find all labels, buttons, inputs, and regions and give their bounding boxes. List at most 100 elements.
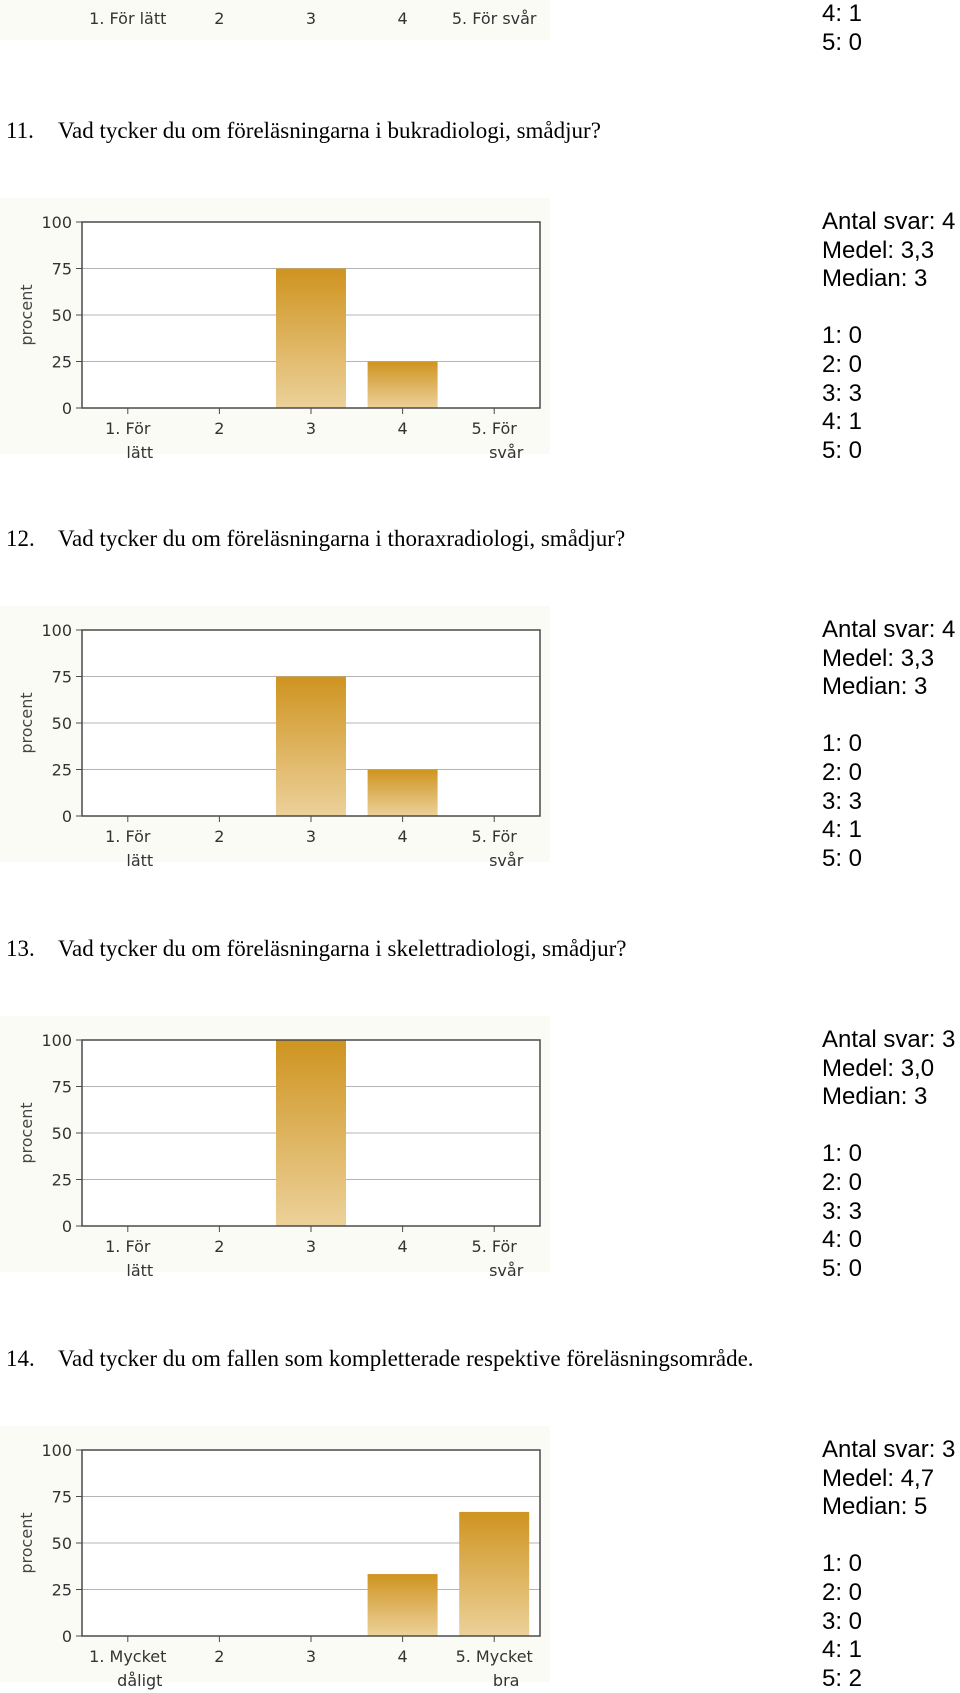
- count-1: 1: 0: [822, 1140, 863, 1168]
- y-tick-label: 50: [52, 714, 72, 733]
- answer-count: Antal svar: 4: [822, 208, 956, 235]
- y-tick-label: 75: [52, 260, 72, 279]
- median-value: Median: 3: [822, 1083, 928, 1111]
- x-tick-label: 1. Mycket: [89, 1647, 166, 1666]
- mean-value: Medel: 3,3: [822, 236, 935, 264]
- question-number: 14.: [6, 1346, 35, 1371]
- question-14-stats: Antal svar: 3 Medel: 4,7 Median: 5 1: 0 …: [822, 1436, 955, 1693]
- question-13-title: 13. Vad tycker du om föreläsningarna i sk…: [6, 936, 626, 962]
- y-tick-label: 50: [52, 1124, 72, 1143]
- y-tick-label: 0: [62, 1627, 72, 1646]
- count-5: 5: 2: [822, 1664, 863, 1692]
- x-tick-label: 4: [398, 1237, 408, 1256]
- x-tick-label: 2: [214, 419, 224, 438]
- count-3: 3: 3: [822, 379, 863, 407]
- x-tick-label: 3: [306, 419, 316, 438]
- x-tick-label-line2: dåligt: [117, 1671, 162, 1690]
- count-3: 3: 3: [822, 787, 863, 815]
- y-tick-label: 25: [52, 1171, 72, 1190]
- x-tick-label: 2: [214, 827, 224, 846]
- y-tick-label: 100: [41, 1031, 72, 1050]
- y-tick-label: 75: [52, 668, 72, 687]
- question-11-title: 11. Vad tycker du om föreläsningarna i bu…: [6, 118, 601, 144]
- answer-count: Antal svar: 3: [822, 1436, 956, 1463]
- x-tick-label: 1. För lätt: [89, 9, 166, 28]
- x-tick-label: 5. För svår: [452, 9, 537, 28]
- y-tick-label: 25: [52, 353, 72, 372]
- count-4: 4: 1: [822, 408, 863, 436]
- x-tick-label: 1. För: [105, 827, 151, 846]
- x-tick-label: 1. För: [105, 1237, 151, 1256]
- x-tick-label: 3: [306, 1647, 316, 1666]
- bar: [459, 1511, 530, 1636]
- question-12-chart: 100 75 50 25 0 1. För lätt 2 3 4 5. För svår procent: [0, 606, 550, 870]
- x-tick-label-line2: lätt: [126, 443, 153, 462]
- y-tick-label: 0: [62, 1217, 72, 1236]
- question-14-title: 14. Vad tycker du om fallen som komplette…: [6, 1346, 754, 1372]
- median-value: Median: 3: [822, 265, 928, 293]
- prev-stats: 4: 1 5: 0: [822, 0, 862, 57]
- bar: [276, 268, 346, 408]
- bar: [367, 1574, 438, 1636]
- x-tick-label: 4: [398, 827, 408, 846]
- count-1: 1: 0: [822, 322, 863, 350]
- question-number: 11.: [6, 118, 34, 143]
- x-tick-label: 4: [398, 9, 408, 28]
- x-tick-label: 3: [306, 827, 316, 846]
- question-text: Vad tycker du om föreläsningarna i skele…: [58, 936, 627, 961]
- x-tick-label-line2: lätt: [126, 1261, 153, 1280]
- bar: [367, 769, 438, 816]
- count-5: 5: 0: [822, 1254, 863, 1282]
- y-tick-label: 0: [62, 807, 72, 826]
- x-tick-label: 5. För: [472, 827, 518, 846]
- prev-chart-fragment: 1. För lätt 2 3 4 5. För svår: [0, 0, 550, 40]
- x-tick-label: 4: [398, 419, 408, 438]
- x-tick-label: 4: [398, 1647, 408, 1666]
- y-tick-label: 50: [52, 1534, 72, 1553]
- x-tick-label: 1. För: [105, 419, 151, 438]
- count-2: 2: 0: [822, 758, 863, 786]
- x-tick-label: 5. För: [472, 1237, 518, 1256]
- y-axis-label: procent: [17, 692, 36, 753]
- y-tick-label: 100: [41, 213, 72, 232]
- x-tick-label-line2: svår: [489, 1261, 524, 1280]
- x-tick-label-line2: bra: [493, 1671, 520, 1690]
- y-tick-label: 0: [62, 399, 72, 418]
- y-tick-label: 100: [41, 1441, 72, 1460]
- x-tick-label-line2: lätt: [126, 851, 153, 870]
- x-tick-label: 2: [214, 1647, 224, 1666]
- median-value: Median: 5: [822, 1493, 928, 1521]
- x-tick-label: 2: [214, 9, 224, 28]
- bar: [367, 361, 438, 408]
- bar: [276, 676, 346, 816]
- question-13-stats: Antal svar: 3 Medel: 3,0 Median: 3 1: 0 …: [822, 1026, 955, 1283]
- count-2: 2: 0: [822, 1578, 863, 1606]
- question-number: 12.: [6, 526, 35, 551]
- question-12-title: 12. Vad tycker du om föreläsningarna i th…: [6, 526, 625, 552]
- count-3: 3: 0: [822, 1607, 863, 1635]
- mean-value: Medel: 4,7: [822, 1464, 935, 1492]
- question-text: Vad tycker du om föreläsningarna i bukra…: [58, 118, 601, 143]
- x-tick-label-line2: svår: [489, 443, 524, 462]
- x-tick-label: 5. Mycket: [456, 1647, 533, 1666]
- question-number: 13.: [6, 936, 35, 961]
- mean-value: Medel: 3,0: [822, 1054, 935, 1082]
- question-12-stats: Antal svar: 4 Medel: 3,3 Median: 3 1: 0 …: [822, 616, 955, 873]
- question-11-stats: Antal svar: 4 Medel: 3,3 Median: 3 1: 0 …: [822, 208, 955, 465]
- count-1: 1: 0: [822, 730, 863, 758]
- mean-value: Medel: 3,3: [822, 644, 935, 672]
- x-tick-label: 2: [214, 1237, 224, 1256]
- answer-count: Antal svar: 3: [822, 1026, 956, 1053]
- count-2: 2: 0: [822, 350, 863, 378]
- y-tick-label: 75: [52, 1488, 72, 1507]
- y-axis-label: procent: [17, 284, 36, 345]
- count-5: 5: 0: [822, 844, 863, 872]
- count-5: 5: 0: [822, 436, 863, 464]
- prev-stat-4: 4: 1: [822, 0, 863, 27]
- y-tick-label: 50: [52, 306, 72, 325]
- y-tick-label: 25: [52, 761, 72, 780]
- x-tick-label: 5. För: [472, 419, 518, 438]
- count-4: 4: 0: [822, 1226, 863, 1254]
- answer-count: Antal svar: 4: [822, 616, 956, 643]
- y-axis-label: procent: [17, 1102, 36, 1163]
